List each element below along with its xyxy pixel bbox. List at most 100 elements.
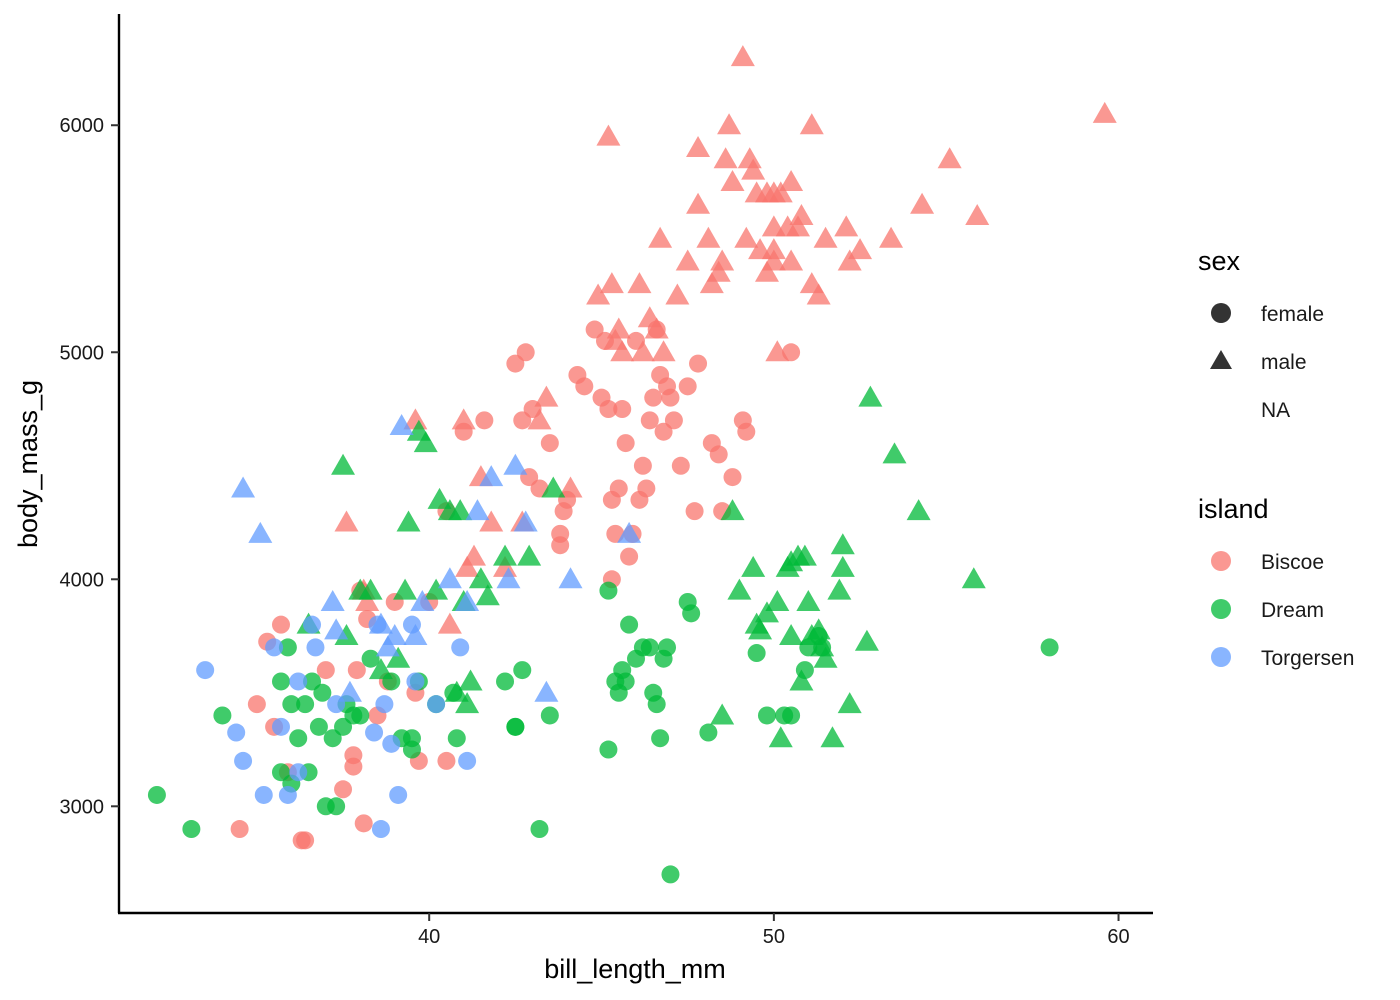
point-dream-male [810, 635, 835, 657]
point-biscoe-male [834, 215, 859, 237]
point-biscoe-male [355, 589, 380, 611]
point-dream-male [768, 726, 793, 748]
point-dream-female [616, 672, 635, 691]
point-torgersen-male [513, 510, 538, 532]
point-dream-female [361, 649, 380, 668]
point-biscoe-male [675, 249, 700, 271]
point-dream-male [727, 578, 752, 600]
point-biscoe-male [734, 226, 759, 248]
point-biscoe-male [741, 158, 766, 180]
point-biscoe-female [347, 661, 366, 680]
point-torgersen-female [371, 820, 390, 839]
point-biscoe-male [686, 135, 711, 157]
point-biscoe-female [334, 780, 353, 799]
point-biscoe-female [506, 354, 525, 373]
legend-dream-label: Dream [1261, 599, 1324, 622]
point-dream-male [748, 618, 773, 640]
point-biscoe-female [689, 354, 708, 373]
point-torgersen-female [406, 672, 425, 691]
point-dream-female [323, 729, 342, 748]
point-torgersen-male [617, 521, 642, 543]
legend-island: island Biscoe Dream Torgersen [1198, 494, 1354, 670]
point-biscoe-female [678, 377, 697, 396]
point-biscoe-male [665, 283, 690, 305]
point-biscoe-male [648, 226, 673, 248]
point-dream-male [765, 589, 790, 611]
point-torgersen-female [289, 763, 308, 782]
y-axis-ticks: 3000 4000 5000 6000 [60, 115, 119, 818]
point-biscoe-male [710, 249, 735, 271]
point-dream-female [513, 661, 532, 680]
point-biscoe-male [462, 544, 487, 566]
point-dream-female [682, 604, 701, 623]
point-dream-male [468, 567, 493, 589]
point-dream-female [271, 672, 290, 691]
y-tick-label: 4000 [60, 569, 105, 591]
point-dream-female [303, 672, 322, 691]
point-torgersen-male [248, 521, 273, 543]
point-dream-male [813, 646, 838, 668]
point-biscoe-male [699, 272, 724, 294]
point-dream-male [741, 555, 766, 577]
point-dream-male [906, 499, 931, 521]
point-dream-female [661, 865, 680, 884]
point-torgersen-male [231, 476, 256, 498]
point-torgersen-male [389, 414, 414, 436]
point-dream-male [455, 692, 480, 714]
point-dream-female [147, 785, 166, 804]
point-biscoe-female [609, 479, 628, 498]
point-dream-male [475, 584, 500, 606]
legend-biscoe-key [1211, 551, 1231, 571]
point-biscoe-male [610, 340, 635, 362]
point-biscoe-female [475, 411, 494, 430]
x-tick-label: 60 [1107, 926, 1129, 948]
point-biscoe-male [761, 238, 786, 260]
y-tick-label: 5000 [60, 342, 105, 364]
point-dream-male [837, 692, 862, 714]
x-tick-label: 50 [763, 926, 785, 948]
y-tick-label: 6000 [60, 115, 105, 137]
point-biscoe-male [765, 340, 790, 362]
point-biscoe-female [685, 502, 704, 521]
point-dream-male [458, 669, 483, 691]
point-dream-female [647, 695, 666, 714]
y-tick-label: 3000 [60, 796, 105, 818]
point-biscoe-female [540, 434, 559, 453]
legend-male-label: male [1261, 351, 1307, 374]
point-dream-male [720, 499, 745, 521]
point-biscoe-female [599, 400, 618, 419]
point-biscoe-female [723, 468, 742, 487]
point-biscoe-female [737, 422, 756, 441]
point-torgersen-male [320, 589, 345, 611]
point-dream-female [658, 638, 677, 657]
point-biscoe-female [271, 615, 290, 634]
point-biscoe-female [640, 411, 659, 430]
point-biscoe-female [296, 831, 315, 850]
point-biscoe-male [965, 204, 990, 226]
point-biscoe-female [633, 456, 652, 475]
point-biscoe-male [879, 226, 904, 248]
point-biscoe-male [754, 260, 779, 282]
point-biscoe-male [479, 510, 504, 532]
point-dream-female [640, 638, 659, 657]
point-biscoe-female [661, 388, 680, 407]
point-dream-female [506, 717, 525, 736]
point-torgersen-male [403, 624, 428, 646]
x-axis-ticks: 40 50 60 [418, 913, 1130, 948]
point-dream-male [858, 385, 883, 407]
point-dream-female [496, 672, 515, 691]
point-biscoe-male [813, 226, 838, 248]
point-biscoe-male [761, 249, 786, 271]
point-biscoe-male [779, 249, 804, 271]
point-torgersen-female [389, 785, 408, 804]
point-dream-female [334, 717, 353, 736]
point-dream-female [447, 729, 466, 748]
point-torgersen-female [365, 723, 384, 742]
point-dream-male [517, 544, 542, 566]
point-biscoe-male [558, 476, 583, 498]
point-dream-male [331, 453, 356, 475]
points-layer [147, 45, 1117, 884]
point-biscoe-male [606, 317, 631, 339]
point-dream-male [827, 578, 852, 600]
